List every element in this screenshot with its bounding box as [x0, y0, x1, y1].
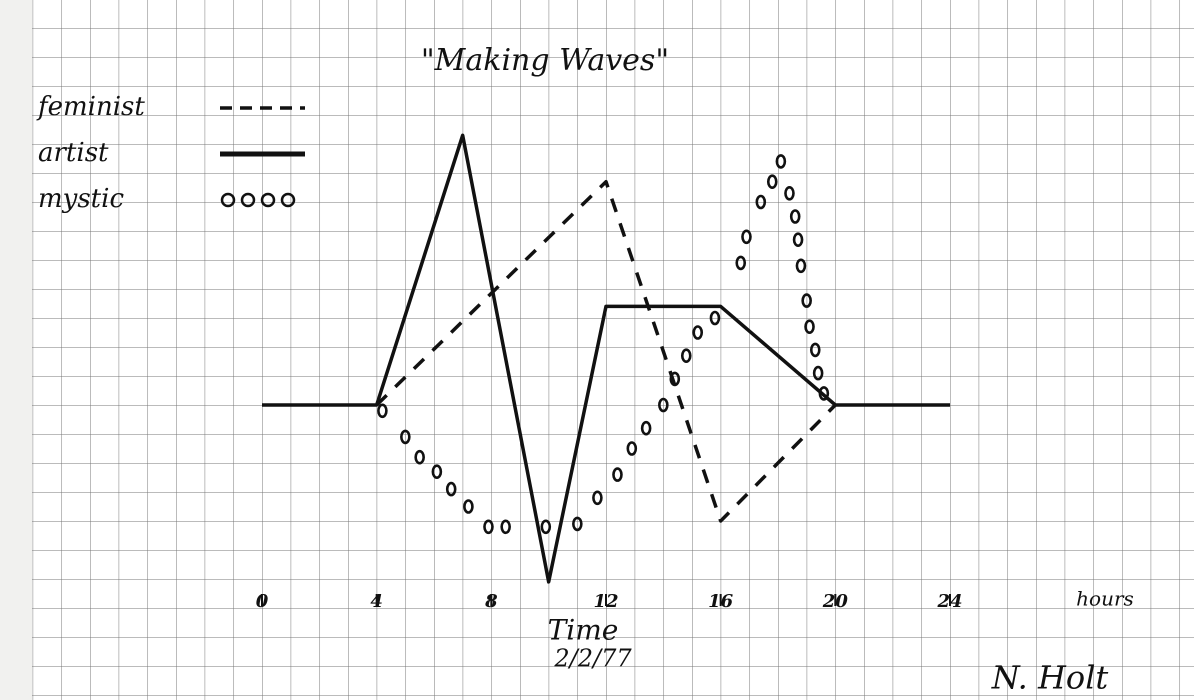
x-tick-label: 12 [593, 591, 618, 612]
x-tick-label: 24 [936, 591, 962, 612]
x-tick-label: 20 [822, 591, 849, 612]
chart-title: "Making Waves" [421, 43, 669, 78]
annotation: Time [548, 614, 619, 647]
x-axis-label: hours [1076, 587, 1134, 611]
x-tick-label: 8 [484, 591, 498, 612]
signature: N. Holt [991, 659, 1109, 697]
legend-label: feminist [36, 92, 145, 122]
annotation: 2/2/77 [553, 645, 632, 673]
x-tick-label: 16 [708, 591, 734, 612]
legend-label: artist [38, 138, 109, 168]
x-tick-label: 4 [370, 591, 383, 612]
page: "Making Waves" hours Time 2/2/77 N. Holt… [0, 0, 1194, 700]
x-tick-label: 0 [256, 591, 269, 612]
graph-paper-chart: "Making Waves" hours Time 2/2/77 N. Holt… [0, 0, 1194, 700]
legend-label: mystic [38, 184, 124, 214]
